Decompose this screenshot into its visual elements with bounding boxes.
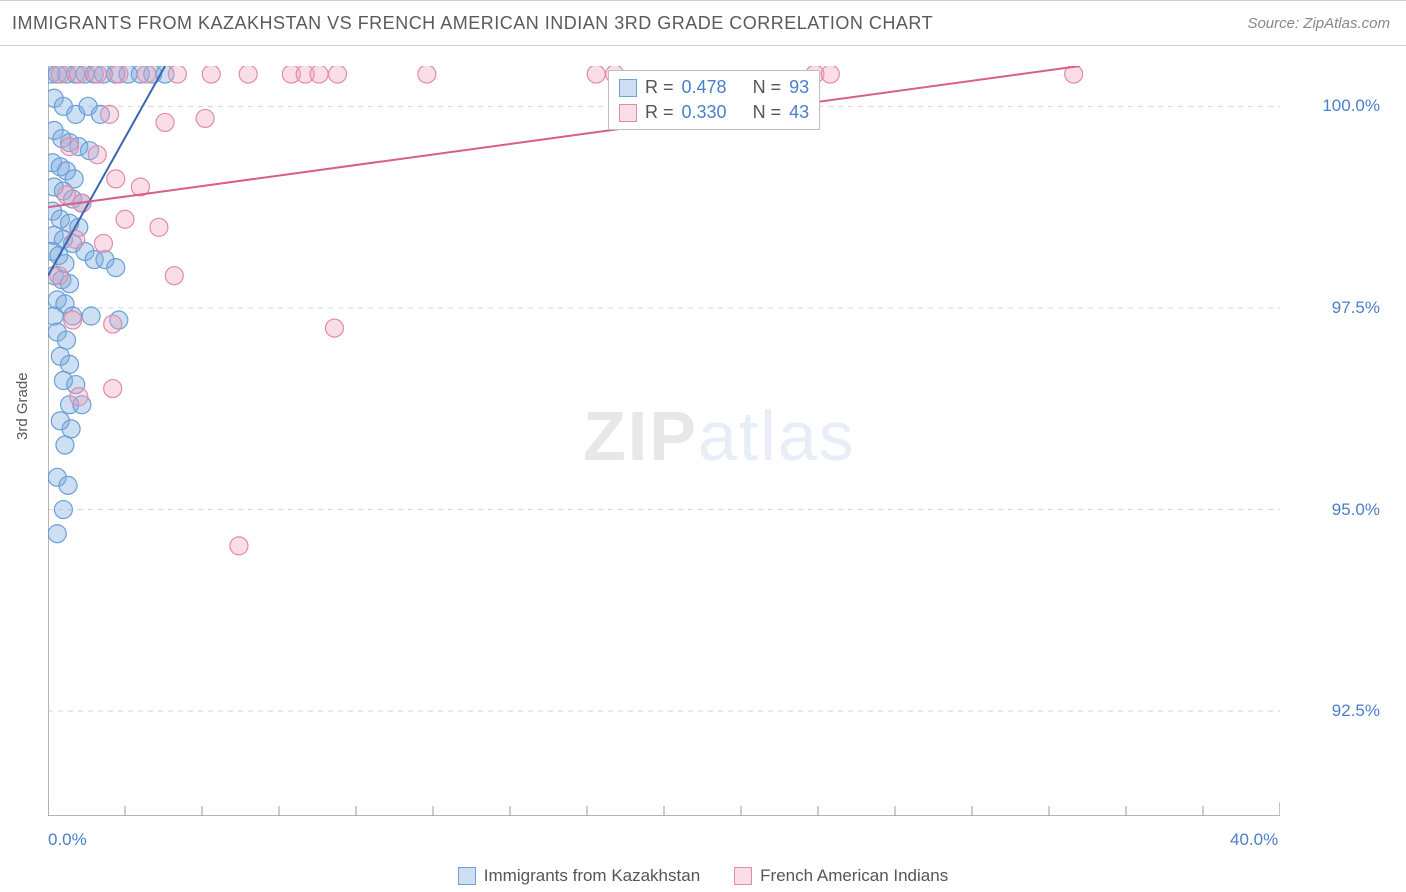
s1-point xyxy=(56,436,74,454)
y-tick-label: 92.5% xyxy=(1332,701,1380,721)
s2-point xyxy=(101,105,119,123)
s1-point xyxy=(48,525,66,543)
s2-point xyxy=(104,380,122,398)
s2-point xyxy=(329,66,347,83)
y-axis-label: 3rd Grade xyxy=(14,372,31,440)
series-legend: Immigrants from Kazakhstan French Americ… xyxy=(0,866,1406,886)
s2-point xyxy=(418,66,436,83)
y-tick-label: 97.5% xyxy=(1332,298,1380,318)
stat-n-label: N = xyxy=(753,102,782,123)
series2-n-value: 43 xyxy=(789,102,809,123)
stat-r-label: R = xyxy=(645,102,674,123)
legend-item-series2: French American Indians xyxy=(734,866,948,886)
legend-item-series1: Immigrants from Kazakhstan xyxy=(458,866,700,886)
s1-point xyxy=(59,476,77,494)
legend-swatch-series2 xyxy=(734,867,752,885)
series1-r-value: 0.478 xyxy=(682,77,727,98)
legend-label-series2: French American Indians xyxy=(760,866,948,886)
s2-point xyxy=(88,146,106,164)
s2-point xyxy=(64,311,82,329)
s2-point xyxy=(168,66,186,83)
s2-point xyxy=(70,388,88,406)
s1-point xyxy=(62,420,80,438)
s2-point xyxy=(230,537,248,555)
s2-point xyxy=(165,267,183,285)
s2-point xyxy=(196,109,214,127)
series2-r-value: 0.330 xyxy=(682,102,727,123)
y-tick-label: 100.0% xyxy=(1322,96,1380,116)
stat-n-label: N = xyxy=(753,77,782,98)
stat-r-label: R = xyxy=(645,77,674,98)
s2-point xyxy=(61,138,79,156)
s2-point xyxy=(310,66,328,83)
x-tick-label: 0.0% xyxy=(48,830,87,886)
s2-point xyxy=(51,66,69,83)
stats-row-series1: R = 0.478 N = 93 xyxy=(619,75,809,100)
s2-point xyxy=(88,66,106,83)
plot-svg xyxy=(48,66,1280,816)
series1-swatch xyxy=(619,79,637,97)
s2-trendline xyxy=(48,66,1080,207)
scatter-chart: ZIPatlas R = 0.478 N = 93 R = 0.330 N = … xyxy=(48,66,1280,816)
series2-swatch xyxy=(619,104,637,122)
s2-point xyxy=(116,210,134,228)
s2-point xyxy=(239,66,257,83)
s1-point xyxy=(107,259,125,277)
s2-point xyxy=(138,66,156,83)
s1-point xyxy=(57,331,75,349)
s2-point xyxy=(156,113,174,131)
s1-point xyxy=(82,307,100,325)
source-attribution: Source: ZipAtlas.com xyxy=(1247,15,1390,32)
s1-point xyxy=(48,307,63,325)
s2-point xyxy=(587,66,605,83)
y-tick-label: 95.0% xyxy=(1332,500,1380,520)
s1-point xyxy=(54,501,72,519)
x-tick-label: 40.0% xyxy=(1230,830,1278,886)
s2-point xyxy=(94,234,112,252)
s2-point xyxy=(202,66,220,83)
s2-point xyxy=(70,66,88,83)
s1-point xyxy=(61,355,79,373)
s2-point xyxy=(67,230,85,248)
chart-title: IMMIGRANTS FROM KAZAKHSTAN VS FRENCH AME… xyxy=(12,13,933,34)
legend-label-series1: Immigrants from Kazakhstan xyxy=(484,866,700,886)
s2-point xyxy=(150,218,168,236)
correlation-stats-box: R = 0.478 N = 93 R = 0.330 N = 43 xyxy=(608,70,820,130)
series1-n-value: 93 xyxy=(789,77,809,98)
s2-point xyxy=(110,66,128,83)
s2-point xyxy=(325,319,343,337)
chart-header: IMMIGRANTS FROM KAZAKHSTAN VS FRENCH AME… xyxy=(0,0,1406,46)
s2-point xyxy=(104,315,122,333)
legend-swatch-series1 xyxy=(458,867,476,885)
s2-point xyxy=(821,66,839,83)
stats-row-series2: R = 0.330 N = 43 xyxy=(619,100,809,125)
s2-point xyxy=(107,170,125,188)
